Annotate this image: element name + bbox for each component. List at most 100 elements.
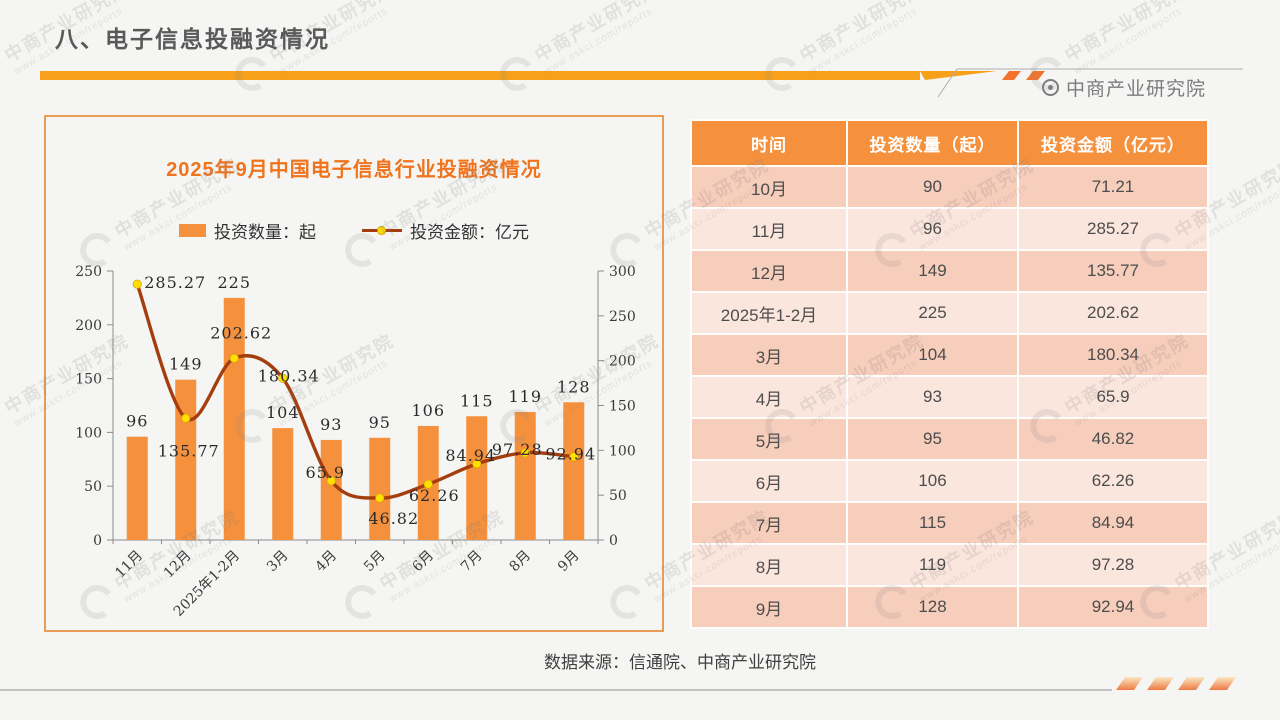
table-cell: 2025年1-2月 bbox=[692, 293, 846, 333]
table-row: 6月 106 62.26 bbox=[692, 461, 1207, 501]
header-decoration bbox=[40, 68, 1243, 98]
table-cell: 202.62 bbox=[1019, 293, 1207, 333]
bar-value-label: 225 bbox=[217, 273, 251, 292]
left-axis-tick-label: 0 bbox=[93, 533, 102, 549]
x-axis-label: 11月 bbox=[112, 548, 146, 582]
table-cell: 3月 bbox=[692, 335, 846, 375]
table-cell: 71.21 bbox=[1019, 167, 1207, 207]
table-row: 8月 119 97.28 bbox=[692, 545, 1207, 585]
header-rule-line bbox=[937, 68, 1243, 98]
table-cell: 106 bbox=[848, 461, 1017, 501]
table-cell: 97.28 bbox=[1019, 545, 1207, 585]
table-row: 9月 128 92.94 bbox=[692, 587, 1207, 627]
footer-stripe-icon bbox=[1116, 677, 1143, 690]
accent-stripe-icon bbox=[1026, 71, 1045, 80]
table-cell: 84.94 bbox=[1019, 503, 1207, 543]
line-marker-icon bbox=[377, 226, 386, 235]
bar bbox=[126, 436, 148, 540]
line-value-label: 180.34 bbox=[258, 366, 320, 385]
line-point-marker bbox=[423, 479, 433, 489]
bar-value-label: 115 bbox=[460, 391, 494, 410]
table-row: 3月 104 180.34 bbox=[692, 335, 1207, 375]
table-cell: 11月 bbox=[692, 209, 846, 249]
table-row: 11月 96 285.27 bbox=[692, 209, 1207, 249]
table-cell: 149 bbox=[848, 251, 1017, 291]
chart-title: 2025年9月中国电子信息行业投融资情况 bbox=[166, 159, 542, 181]
legend-bar-label: 投资数量：起 bbox=[214, 223, 316, 243]
bar-value-label: 106 bbox=[411, 401, 445, 420]
x-axis-label: 4月 bbox=[313, 548, 341, 576]
page-title: 八、电子信息投融资情况 bbox=[55, 26, 330, 52]
table-cell: 92.94 bbox=[1019, 587, 1207, 627]
accent-stripe-icon bbox=[1002, 71, 1021, 80]
line-point-marker bbox=[375, 493, 385, 503]
chart-panel: 0 50 100 150 200 250 0 50 100 150 200 250 300 11月 12月 2… bbox=[44, 115, 664, 632]
line-swatch-icon bbox=[362, 226, 402, 235]
line-value-label: 285.27 bbox=[144, 273, 206, 292]
table-row: 2025年1-2月 225 202.62 bbox=[692, 293, 1207, 333]
line-point-marker bbox=[181, 413, 191, 423]
table-cell: 135.77 bbox=[1019, 251, 1207, 291]
table-row: 4月 93 65.9 bbox=[692, 377, 1207, 417]
table-cell: 8月 bbox=[692, 545, 846, 585]
line-value-label: 84.94 bbox=[445, 446, 496, 465]
line-point-marker bbox=[229, 353, 239, 363]
brand-circle-icon bbox=[1042, 79, 1059, 96]
table-cell: 10月 bbox=[692, 167, 846, 207]
right-axis-tick-label: 50 bbox=[609, 488, 627, 504]
line-point-marker bbox=[520, 448, 530, 458]
table-cell: 96 bbox=[848, 209, 1017, 249]
underline-taper bbox=[920, 71, 997, 80]
bar-value-label: 104 bbox=[266, 403, 300, 422]
bar-value-label: 95 bbox=[369, 413, 391, 432]
table-cell: 4月 bbox=[692, 377, 846, 417]
footer-stripe-icon bbox=[1178, 677, 1205, 690]
bar bbox=[320, 439, 342, 540]
line-value-label: 62.26 bbox=[409, 486, 460, 505]
table-header: 时间 投资数量（起） 投资金额（亿元） bbox=[692, 121, 1207, 165]
right-axis-tick-label: 0 bbox=[609, 533, 618, 549]
table-cell: 9月 bbox=[692, 587, 846, 627]
footer-decoration bbox=[0, 677, 1236, 691]
table-cell: 6月 bbox=[692, 461, 846, 501]
bar-value-label: 149 bbox=[169, 355, 203, 374]
right-axis-tick-label: 300 bbox=[609, 264, 636, 280]
x-axis-label: 12月 bbox=[161, 548, 195, 582]
table-cell: 93 bbox=[848, 377, 1017, 417]
chart-legend: 投资数量：起 投资金额：亿元 bbox=[46, 218, 662, 243]
legend-line-label: 投资金额：亿元 bbox=[410, 223, 529, 243]
table-row: 7月 115 84.94 bbox=[692, 503, 1207, 543]
table-cell: 65.9 bbox=[1019, 377, 1207, 417]
table-header-cell: 时间 bbox=[692, 121, 846, 165]
line-value-label: 202.62 bbox=[210, 323, 272, 342]
brand-logo: 中商产业研究院 bbox=[1042, 74, 1206, 101]
table-cell: 46.82 bbox=[1019, 419, 1207, 459]
watermark-logo-icon bbox=[0, 405, 7, 446]
bar bbox=[369, 437, 391, 540]
table-cell: 225 bbox=[848, 293, 1017, 333]
line-value-label: 97.28 bbox=[492, 440, 543, 459]
title-underline-bar bbox=[40, 71, 920, 80]
line-value-label: 46.82 bbox=[368, 509, 419, 528]
left-axis-tick-label: 50 bbox=[84, 479, 102, 495]
bar-value-label: 128 bbox=[557, 377, 591, 396]
source-note: 数据来源：信通院、中商产业研究院 bbox=[544, 653, 816, 673]
line-point-marker bbox=[326, 476, 336, 486]
x-axis-label: 8月 bbox=[507, 548, 535, 576]
bar bbox=[272, 428, 294, 540]
line-point-marker bbox=[472, 459, 482, 469]
bar bbox=[563, 402, 585, 540]
right-axis-tick-label: 100 bbox=[609, 443, 636, 459]
bar-value-label: 93 bbox=[320, 415, 342, 434]
table-cell: 115 bbox=[848, 503, 1017, 543]
table-header-cell: 投资金额（亿元） bbox=[1019, 121, 1207, 165]
table-row: 10月 90 71.21 bbox=[692, 167, 1207, 207]
footer-stripe-icon bbox=[1147, 677, 1174, 690]
line-point-marker bbox=[569, 452, 579, 462]
table-cell: 180.34 bbox=[1019, 335, 1207, 375]
left-axis-tick-label: 100 bbox=[75, 425, 102, 441]
left-axis-tick-label: 200 bbox=[75, 318, 102, 334]
x-axis-label: 6月 bbox=[410, 548, 438, 576]
x-axis-label: 7月 bbox=[458, 548, 486, 576]
